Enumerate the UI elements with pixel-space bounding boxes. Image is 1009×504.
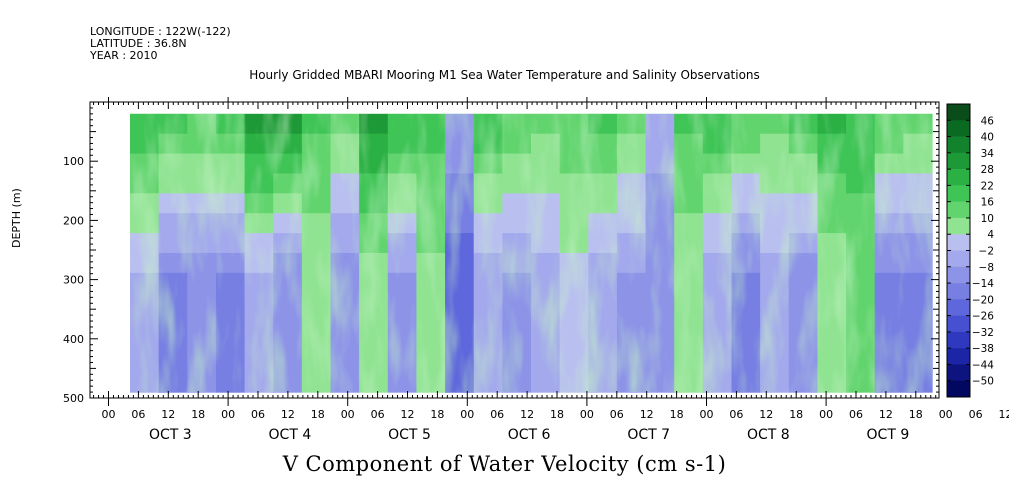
x-hour-tick-label: 00 — [819, 408, 833, 421]
x-axis-label: V Component of Water Velocity (cm s-1) — [282, 452, 727, 476]
colorbar-label: 34 — [981, 148, 995, 160]
colorbar-band — [947, 266, 970, 284]
colorbar-label: 4 — [987, 229, 994, 241]
x-day-label: OCT 6 — [508, 427, 551, 443]
x-hour-tick-label: 06 — [729, 408, 743, 421]
x-hour-tick-label: 06 — [969, 408, 983, 421]
colorbar-band — [947, 380, 970, 398]
colorbar-band — [947, 120, 970, 137]
x-hour-tick-label: 18 — [550, 408, 564, 421]
colorbar-band — [947, 234, 970, 251]
x-day-label: OCT 5 — [388, 427, 431, 443]
x-hour-tick-label: 12 — [520, 408, 534, 421]
x-hour-tick-label: 00 — [939, 408, 953, 421]
colorbar-label: −32 — [972, 327, 994, 339]
colorbar-band — [947, 315, 970, 333]
colorbar-label: −8 — [979, 262, 994, 274]
colorbar-label: −50 — [972, 376, 994, 388]
x-hour-tick-label: 18 — [909, 408, 923, 421]
chart-title: Hourly Gridded MBARI Mooring M1 Sea Wate… — [249, 68, 760, 82]
colorbar-band — [947, 152, 970, 170]
x-hour-tick-label: 06 — [251, 408, 265, 421]
x-hour-tick-label: 06 — [371, 408, 385, 421]
colorbar-label: −26 — [972, 311, 994, 323]
y-tick-label: 100 — [63, 155, 84, 168]
x-hour-tick-label: 00 — [341, 408, 355, 421]
x-hour-tick-label: 12 — [281, 408, 295, 421]
year-label: YEAR : 2010 — [90, 49, 158, 62]
x-hour-tick-label: 12 — [759, 408, 773, 421]
x-day-label: OCT 3 — [149, 427, 192, 443]
x-hour-tick-label: 12 — [640, 408, 654, 421]
x-hour-tick-label: 12 — [999, 408, 1009, 421]
colorbar-band — [947, 299, 970, 316]
colorbar-label: −20 — [972, 294, 994, 306]
colorbar-label: 16 — [981, 197, 995, 209]
colorbar-band — [947, 283, 970, 300]
colorbar-label: −14 — [972, 278, 994, 290]
x-hour-tick-label: 18 — [311, 408, 325, 421]
latitude-label: LATITUDE : 36.8N — [90, 37, 187, 50]
x-hour-tick-label: 06 — [610, 408, 624, 421]
colorbar-band — [947, 217, 970, 235]
x-day-label: OCT 8 — [747, 427, 790, 443]
heatmap-texture — [130, 113, 932, 393]
x-hour-tick-label: 06 — [490, 408, 504, 421]
x-hour-tick-label: 12 — [401, 408, 415, 421]
x-hour-tick-label: 12 — [879, 408, 893, 421]
colorbar-band — [947, 250, 970, 268]
colorbar-band — [947, 185, 970, 202]
colorbar-band — [947, 136, 970, 154]
x-day-label: OCT 7 — [627, 427, 670, 443]
x-hour-tick-label: 18 — [191, 408, 205, 421]
y-tick-label: 400 — [63, 333, 84, 346]
colorbar-band — [947, 201, 970, 219]
x-hour-tick-label: 00 — [221, 408, 235, 421]
y-tick-label: 500 — [63, 392, 84, 405]
colorbar-band — [947, 364, 970, 382]
x-hour-tick-label: 18 — [670, 408, 684, 421]
longitude-label: LONGITUDE : 122W(-122) — [90, 25, 231, 38]
colorbar-label: 10 — [981, 213, 994, 225]
colorbar-band — [947, 331, 970, 349]
x-day-label: OCT 9 — [867, 427, 910, 443]
x-hour-tick-label: 12 — [161, 408, 175, 421]
x-hour-tick-label: 00 — [580, 408, 594, 421]
x-hour-tick-label: 00 — [102, 408, 116, 421]
x-hour-tick-label: 18 — [430, 408, 444, 421]
x-hour-tick-label: 18 — [789, 408, 803, 421]
y-tick-label: 300 — [63, 274, 84, 287]
colorbar-band — [947, 104, 970, 121]
x-day-label: OCT 4 — [269, 427, 312, 443]
colorbar-label: −44 — [972, 359, 994, 371]
x-hour-tick-label: 06 — [131, 408, 145, 421]
colorbar-label: 46 — [981, 115, 995, 127]
y-tick-label: 200 — [63, 214, 84, 227]
x-hour-tick-label: 00 — [460, 408, 474, 421]
x-hour-tick-label: 00 — [700, 408, 714, 421]
x-hour-tick-label: 06 — [849, 408, 863, 421]
colorbar-label: −38 — [972, 343, 994, 355]
colorbar-label: 40 — [981, 132, 994, 144]
colorbar-label: −2 — [979, 246, 994, 258]
colorbar-band — [947, 348, 970, 365]
colorbar-label: 28 — [981, 164, 994, 176]
colorbar-label: 22 — [981, 180, 994, 192]
colorbar-band — [947, 169, 970, 186]
